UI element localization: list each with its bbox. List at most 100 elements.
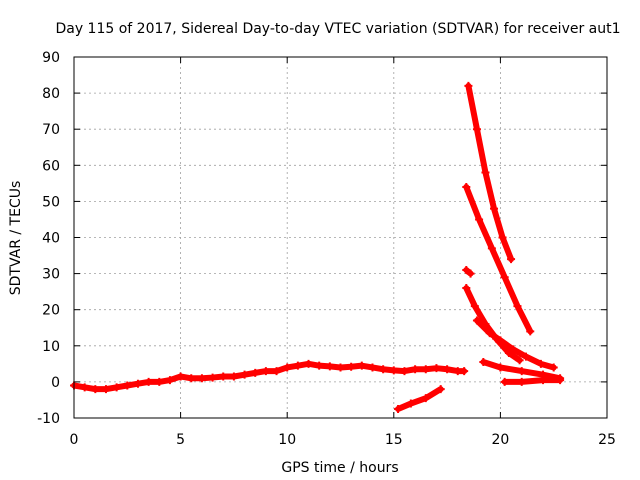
data-point (394, 404, 403, 413)
data-point (272, 367, 281, 376)
x-tick-label: 5 (176, 432, 185, 448)
data-point (472, 316, 481, 325)
y-axis-label: SDTVAR / TECUs (8, 181, 24, 296)
data-point (496, 363, 505, 372)
data-point (133, 379, 142, 388)
data-point (368, 363, 377, 372)
series-band (395, 386, 444, 412)
data-point (411, 365, 420, 374)
data-point (481, 168, 490, 177)
data-point (123, 381, 132, 390)
x-tick-label: 20 (491, 432, 509, 448)
data-point (526, 327, 535, 336)
data-point (521, 352, 530, 361)
chart-title: Day 115 of 2017, Sidereal Day-to-day VTE… (55, 21, 620, 37)
x-tick-label: 0 (70, 432, 79, 448)
data-point (513, 302, 522, 311)
data-point (517, 377, 526, 386)
series-arc-a (394, 385, 445, 413)
data-point (470, 302, 479, 311)
axis-ticks: 0 5 10 15 20 25 -10 0 10 20 30 40 50 60 70 80 90 (37, 50, 616, 448)
y-tick-label: 70 (42, 122, 60, 138)
y-tick-label: 80 (42, 86, 60, 102)
series-band (465, 82, 515, 263)
data-point (462, 284, 471, 293)
data-point (462, 265, 471, 274)
data-point (315, 361, 324, 370)
data-point (549, 363, 558, 372)
data-point (197, 374, 206, 383)
data-point (400, 367, 409, 376)
data-point (464, 81, 473, 90)
data-point (229, 372, 238, 381)
data-point (466, 269, 475, 278)
y-tick-label: 10 (42, 339, 60, 355)
y-tick-label: 50 (42, 194, 60, 210)
data-point (432, 364, 441, 373)
data-point (472, 125, 481, 134)
series-arc-c (462, 182, 535, 336)
data-point (283, 363, 292, 372)
data-point (80, 383, 89, 392)
data-point (496, 336, 505, 345)
x-tick-label: 25 (598, 432, 616, 448)
data-point (208, 373, 217, 382)
series-arc-b (464, 81, 516, 264)
data-point (336, 363, 345, 372)
data-point (251, 368, 260, 377)
data-point (379, 365, 388, 374)
data-point (165, 376, 174, 385)
data-point (475, 215, 484, 224)
data-point (507, 255, 516, 264)
series-arc-h (500, 376, 565, 386)
series-band (71, 360, 468, 393)
data-point (487, 244, 496, 253)
data-point (304, 359, 313, 368)
data-point (556, 376, 565, 385)
data-point (462, 182, 471, 191)
grid-lines (74, 57, 607, 418)
data-point (421, 394, 430, 403)
data-point (347, 362, 356, 371)
data-point (406, 399, 415, 408)
data-point (325, 362, 334, 371)
data-point (443, 365, 452, 374)
data-point (112, 383, 121, 392)
data-point (539, 376, 548, 385)
series-arc-f (472, 316, 558, 372)
y-tick-label: 30 (42, 267, 60, 283)
data-point (498, 233, 507, 242)
data-point (515, 356, 524, 365)
y-tick-label: 20 (42, 303, 60, 319)
data-point (219, 372, 228, 381)
x-axis-label: GPS time / hours (281, 460, 398, 476)
data-point (504, 349, 513, 358)
data-point (485, 329, 494, 338)
series-band (501, 377, 564, 385)
data-series (70, 81, 565, 413)
data-point (490, 204, 499, 213)
data-point (261, 367, 270, 376)
data-point (144, 377, 153, 386)
data-point (389, 366, 398, 375)
y-tick-label: 40 (42, 231, 60, 247)
data-point (101, 385, 110, 394)
data-point (500, 377, 509, 386)
data-point (536, 359, 545, 368)
series-main-band (70, 359, 469, 394)
data-point (479, 358, 488, 367)
data-point (187, 374, 196, 383)
y-tick-label: -10 (37, 411, 60, 427)
y-tick-label: 90 (42, 50, 60, 66)
data-point (517, 367, 526, 376)
series-band (463, 183, 534, 335)
data-point (500, 273, 509, 282)
data-point (91, 385, 100, 394)
series-arc-d (462, 265, 475, 278)
data-point (357, 361, 366, 370)
data-point (240, 370, 249, 379)
x-tick-label: 15 (385, 432, 403, 448)
data-point (293, 361, 302, 370)
y-tick-label: 60 (42, 158, 60, 174)
